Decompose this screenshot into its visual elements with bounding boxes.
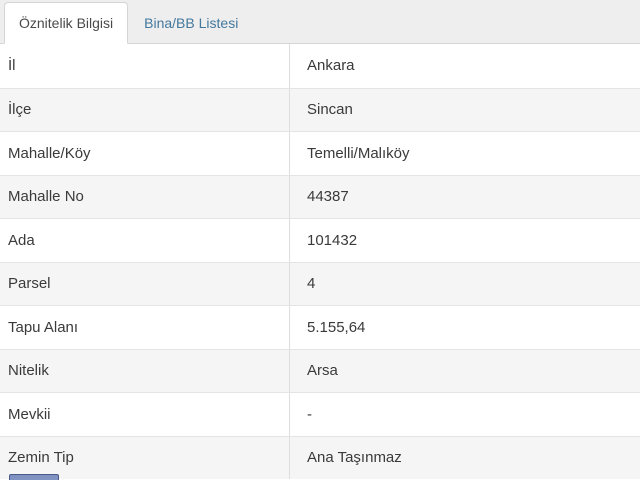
table-row: Tapu Alanı 5.155,64 (0, 305, 640, 349)
table-row: Mahalle/Köy Temelli/Malıköy (0, 131, 640, 175)
attribute-table: İl Ankara İlçe Sincan Mahalle/Köy Temell… (0, 44, 640, 479)
row-value: - (307, 405, 312, 423)
row-value: 44387 (307, 188, 349, 206)
row-value: 4 (307, 275, 316, 293)
tab-bina-bb-listesi[interactable]: Bina/BB Listesi (144, 15, 239, 31)
table-row: Mahalle No 44387 (0, 174, 640, 218)
tab-bar: Öznitelik Bilgisi Bina/BB Listesi (0, 0, 640, 44)
row-value: 5.155,64 (307, 318, 366, 336)
row-value: Ana Taşınmaz (307, 449, 402, 467)
tab-oznitelik-bilgisi[interactable]: Öznitelik Bilgisi (4, 2, 129, 44)
table-row: Mevkii - (0, 392, 640, 436)
row-label: İl (0, 44, 290, 88)
row-label: İlçe (0, 88, 290, 131)
row-label: Tapu Alanı (0, 306, 290, 349)
row-label: Mahalle/Köy (0, 132, 290, 175)
row-label: Zemin Tip (0, 436, 290, 479)
row-value: 101432 (307, 231, 358, 249)
table-row: Zemin Tip Ana Taşınmaz (0, 435, 640, 479)
row-label: Mahalle No (0, 175, 290, 218)
table-row: Nitelik Arsa (0, 348, 640, 392)
row-value: Ankara (307, 57, 355, 75)
row-label: Parsel (0, 262, 290, 305)
row-value: Temelli/Malıköy (307, 144, 410, 162)
row-label: Mevkii (0, 393, 290, 436)
table-row: Parsel 4 (0, 261, 640, 305)
table-row: İl Ankara (0, 44, 640, 88)
row-label: Ada (0, 219, 290, 262)
row-label: Nitelik (0, 349, 290, 392)
table-row: Ada 101432 (0, 218, 640, 262)
row-value: Arsa (307, 362, 338, 380)
partial-button[interactable] (9, 474, 59, 480)
row-value: Sincan (307, 101, 353, 119)
table-row: İlçe Sincan (0, 87, 640, 131)
